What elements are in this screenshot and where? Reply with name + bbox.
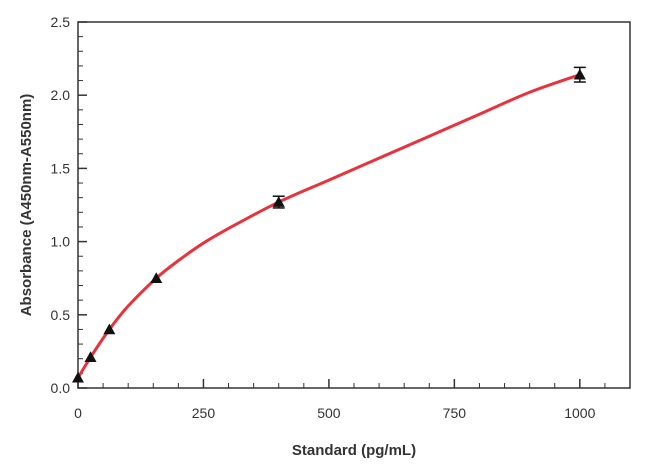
data-point [103,323,116,335]
data-point [272,196,285,207]
y-tick-label: 0.5 [51,307,71,323]
data-point [84,351,97,363]
x-axis: 0 250 500 750 1000 [74,379,596,421]
y-axis-title: Absorbance (A450nm-A550nm) [18,94,35,317]
x-tick-label: 0 [74,405,82,421]
data-points [72,66,586,383]
x-tick-label: 750 [443,405,467,421]
y-tick-label: 1.0 [51,234,71,250]
data-point [72,371,84,383]
y-tick-label: 2.0 [51,87,71,103]
x-tick-label: 500 [317,405,341,421]
fit-curve [76,73,582,380]
data-point [150,272,163,283]
x-axis-minor-ticks [102,383,606,388]
y-tick-label: 2.5 [51,14,71,30]
plot-frame [77,21,631,389]
y-tick-label: 0.0 [51,380,71,396]
x-tick-label: 1000 [564,405,595,421]
y-tick-label: 1.5 [51,160,71,176]
x-axis-title: Standard (pg/mL) [292,442,416,459]
x-tick-label: 250 [192,405,216,421]
data-point [573,68,586,80]
y-axis: 0.0 0.5 1.0 1.5 2.0 2.5 [51,14,87,396]
y-axis-minor-ticks [78,36,83,374]
